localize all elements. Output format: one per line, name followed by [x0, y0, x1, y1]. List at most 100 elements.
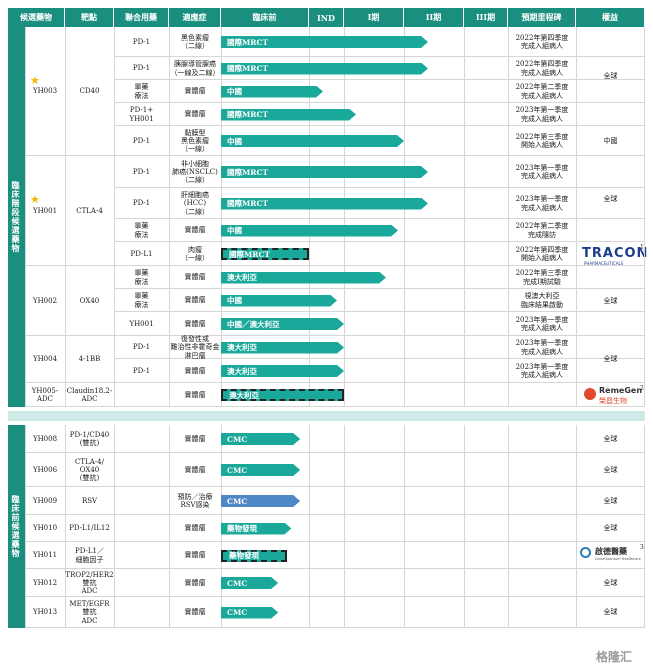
header-5: IND: [309, 8, 344, 27]
drug-target: RSV: [81, 496, 98, 505]
candidate-drug: YH006: [32, 465, 58, 474]
drug-target: Claudin18.2- ADC: [66, 386, 113, 403]
tracon-logo: TRACON: [582, 246, 649, 261]
phase-bar: CMC: [221, 464, 300, 476]
group-line: [25, 514, 114, 515]
candidate-drug: YH003: [32, 87, 58, 96]
milestone: 2023年第一季度 完成入組病人: [515, 163, 569, 180]
milestone: 2022年第三季度 開始入組病人: [515, 132, 569, 149]
row-line: [114, 265, 645, 266]
rights-line: [576, 406, 645, 407]
row-line: [114, 187, 645, 188]
combination-drug: [114, 453, 169, 487]
header-7: II期: [404, 8, 464, 27]
header-3: 適應症: [169, 8, 221, 27]
col-line: [65, 425, 66, 628]
milestone: [508, 542, 576, 569]
combination-drug: PD-1: [132, 136, 151, 145]
col-line: [464, 27, 465, 407]
indication: 實體瘤: [184, 434, 206, 443]
rights-line: [576, 241, 645, 242]
section-preclinical-label: 臨床前候選藥物: [8, 425, 25, 628]
combination-drug: PD-1: [132, 167, 151, 176]
row-line: [114, 382, 645, 383]
candidate-drug: YH004: [32, 355, 58, 364]
header-9: 預期里程碑: [508, 8, 576, 27]
group-line: [25, 596, 114, 597]
milestone: 2022年第四季度 完成入組病人: [515, 60, 569, 77]
combination-drug: PD-1: [132, 343, 151, 352]
combination-drug: 單藥 療法: [134, 222, 149, 239]
milestone: 2022年第二季度 完成入組病人: [515, 83, 569, 100]
milestone: [508, 569, 576, 597]
indication: 實體瘤: [184, 366, 206, 375]
tracon-subtitle: PHARMACEUTICALS: [584, 261, 624, 266]
phase-bar: 國際MRCT: [221, 109, 356, 121]
rights-cell: 全球: [603, 524, 618, 533]
col-line: [344, 27, 345, 407]
phase-bar: 澳大利亞: [221, 272, 386, 284]
header-4: 臨床前: [221, 8, 309, 27]
rights-cell: 全球: [603, 434, 618, 443]
col-line: [404, 425, 405, 628]
candidate-drug: YH013: [32, 608, 58, 617]
row-line: [114, 125, 645, 126]
milestone: [508, 515, 576, 542]
col-line: [169, 425, 170, 628]
indication: 實體瘤: [184, 296, 206, 305]
header-8: III期: [464, 8, 508, 27]
candidate-drug: YH011: [32, 551, 58, 560]
rights-line: [576, 596, 645, 597]
milestone: 2022年第二季度 完成隨訪: [515, 222, 569, 239]
rights-cell: 全球: [603, 496, 618, 505]
row-line: [114, 627, 645, 628]
combination-drug: PD-1: [132, 37, 151, 46]
rights-cell: 全球: [603, 465, 618, 474]
col-line: [576, 27, 577, 407]
rights-line: [576, 627, 645, 628]
col-line: [464, 425, 465, 628]
section-divider: [8, 411, 645, 421]
col-line: [25, 27, 26, 407]
indication: 實體瘤: [184, 551, 206, 560]
group-line: [25, 406, 114, 407]
drug-target: CTLA-4: [76, 206, 103, 215]
milestone: [508, 487, 576, 515]
remegen-icon: [584, 388, 596, 400]
row-line: [114, 218, 645, 219]
drug-target: OX40: [79, 296, 100, 305]
group-line: [25, 265, 114, 266]
phase-bar: 國際MRCT: [221, 166, 428, 178]
remegen-name: RemeGen: [599, 386, 643, 395]
phase-bar: 國際MRCT: [221, 198, 428, 210]
rights-line: [576, 568, 645, 569]
phase-bar: CMC: [221, 607, 278, 619]
drug-target: CD40: [79, 87, 100, 96]
header-0: 候選藥物: [8, 8, 65, 27]
combination-drug: [114, 569, 169, 597]
combination-drug: PD-1+ YH001: [129, 106, 154, 123]
row-line: [114, 288, 645, 289]
milestone: 視澳大利亞 臨床結果啟動: [521, 292, 563, 309]
combination-drug: 單藥 療法: [134, 269, 149, 286]
watermark: 格隆汇: [596, 650, 633, 664]
rights-cell: 全球: [603, 194, 618, 203]
col-line: [114, 425, 115, 628]
indication: 實體瘤: [184, 273, 206, 282]
row-line: [114, 335, 645, 336]
group-line: [25, 452, 114, 453]
footnote-1: 1: [640, 244, 644, 251]
header-6: I期: [344, 8, 404, 27]
milestone: [508, 597, 576, 628]
col-line: [169, 27, 170, 407]
combination-drug: PD-L1: [130, 249, 153, 258]
phase-bar: CMC: [221, 495, 300, 507]
col-line: [114, 27, 115, 407]
rights-line: [576, 514, 645, 515]
col-line: [25, 425, 26, 628]
rights-line: [576, 486, 645, 487]
row-line: [114, 155, 645, 156]
combination-drug: [114, 487, 169, 515]
genequantum-icon: [580, 547, 591, 558]
rights-line: [576, 335, 645, 336]
